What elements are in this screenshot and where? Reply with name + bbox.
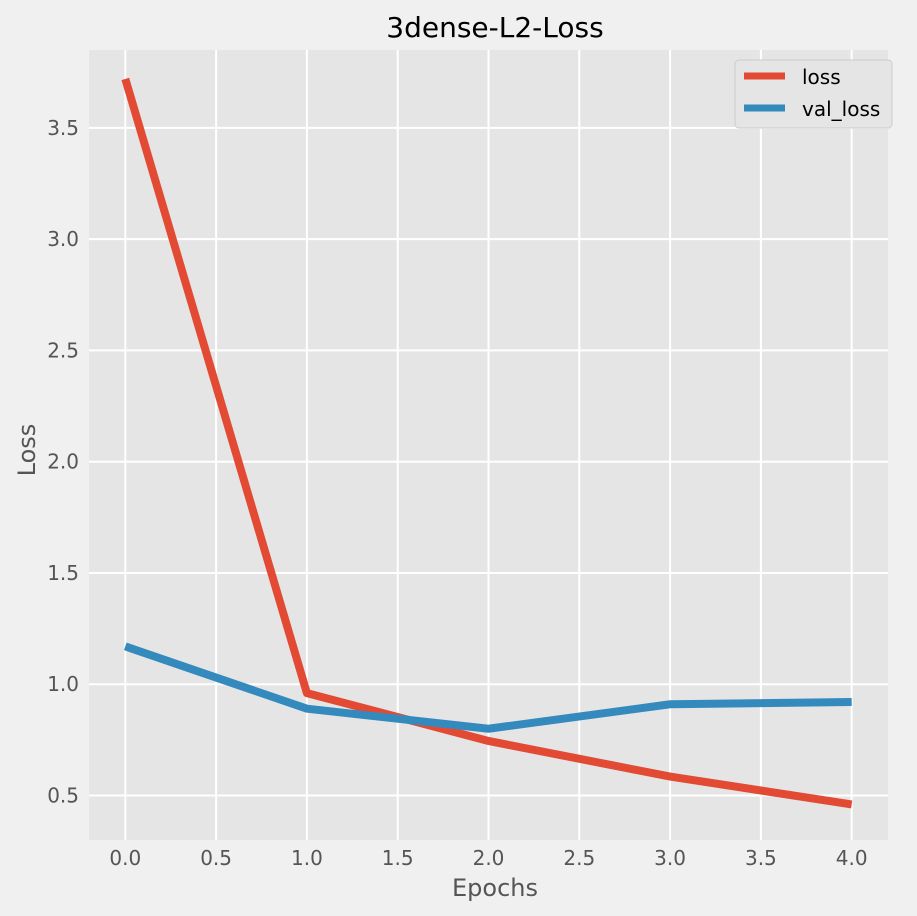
series-line-loss: [121, 77, 853, 809]
x-tick-label: 1.0: [291, 846, 323, 870]
chart-title: 3dense-L2-Loss: [386, 11, 603, 44]
legend-label-loss: loss: [802, 65, 841, 89]
x-tick-label: 3.5: [745, 846, 777, 870]
x-tick-label: 3.0: [654, 846, 686, 870]
y-axis-label: Loss: [13, 424, 41, 477]
y-tick-label: 1.5: [47, 561, 79, 585]
x-axis-ticks: 0.0 0.5 1.0 1.5 2.0 2.5 3.0 3.5 4.0: [109, 846, 867, 870]
x-tick-label: 2.5: [563, 846, 595, 870]
y-tick-label: 3.5: [47, 116, 79, 140]
x-tick-label: 0.5: [200, 846, 232, 870]
x-tick-label: 1.5: [382, 846, 414, 870]
x-axis-label: Epochs: [452, 874, 538, 902]
y-tick-label: 2.0: [47, 450, 79, 474]
y-tick-label: 0.5: [47, 783, 79, 807]
y-tick-label: 1.0: [47, 672, 79, 696]
x-tick-label: 2.0: [473, 846, 505, 870]
series-lines: [121, 77, 853, 809]
y-axis-ticks: 0.5 1.0 1.5 2.0 2.5 3.0 3.5: [47, 116, 79, 808]
legend: loss val_loss: [734, 59, 893, 129]
grid: [89, 50, 888, 840]
y-tick-label: 3.0: [47, 227, 79, 251]
x-tick-label: 0.0: [109, 846, 141, 870]
x-tick-label: 4.0: [836, 846, 868, 870]
y-tick-label: 2.5: [47, 338, 79, 362]
series-line-val-loss: [124, 642, 852, 733]
legend-label-val-loss: val_loss: [802, 97, 880, 121]
